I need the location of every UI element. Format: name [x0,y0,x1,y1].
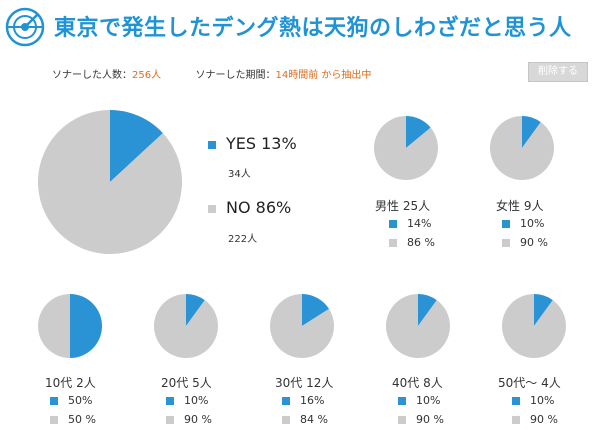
pie-slice-yes [418,294,437,326]
no-color-swatch [166,416,174,424]
age-50s-pie-chart [502,294,566,358]
group-yes-row: 16% [282,394,324,407]
pie-slice-yes [302,294,330,326]
group-no-row: 86 % [389,236,435,249]
pie-slice-no [502,294,566,358]
delete-button[interactable]: 削除する [528,62,588,82]
group-yes-value: 14% [407,217,432,230]
yes-color-swatch [389,220,397,228]
no-label: NO 86% [226,198,292,217]
pie-slice-yes [406,116,431,148]
page-title: 東京で発生したデング熱は天狗のしわざだと思う人 [54,16,572,41]
yes-color-swatch [282,397,290,405]
group-yes-value: 50% [68,394,93,407]
group-no-value: 50 % [68,413,96,426]
yes-color-swatch [166,397,174,405]
respondents-value: 256人 [132,70,162,81]
pie-slice-no [490,116,554,180]
group-label: 20代 5人 [161,376,212,390]
no-color-swatch [50,416,58,424]
no-color-swatch [208,204,216,213]
pie-slice-no [374,116,438,180]
group-yes-value: 10% [184,394,209,407]
yes-color-swatch [512,397,520,405]
group-label: 50代～ 4人 [498,376,561,390]
group-no-value: 90 % [184,413,212,426]
group-yes-row: 10% [166,394,208,407]
no-color-swatch [512,416,520,424]
yes-color-swatch [502,220,510,228]
pie-slice-yes [534,294,553,326]
group-no-row: 90 % [512,413,558,426]
group-no-row: 90 % [398,413,444,426]
group-no-row: 90 % [502,236,548,249]
pie-slice-no [154,294,218,358]
yes-color-swatch [50,397,58,405]
group-no-value: 86 % [407,236,435,249]
group-label: 40代 8人 [392,376,443,390]
period-value: 14時間前 から抽出中 [275,70,372,81]
group-no-value: 90 % [530,413,558,426]
survey-meta: ソナーした人数：256人 ソナーした期間：14時間前 から抽出中 [52,66,371,81]
yes-color-swatch [398,397,406,405]
pie-slice-yes [522,116,541,148]
header: 東京で発生したデング熱は天狗のしわざだと思う人 [0,0,600,47]
legend-yes: YES 13% [208,134,297,153]
age-40s-pie-chart [386,294,450,358]
group-no-row: 84 % [282,413,328,426]
group-yes-row: 10% [502,217,544,230]
yes-count: 34人 [228,169,251,180]
legend-no: NO 86% [208,198,291,217]
pie-slice-yes [70,294,102,358]
pie-slice-no [38,110,182,254]
sonar-logo-icon [5,7,45,47]
period-label: ソナーした期間： [195,70,276,81]
main-pie-chart [38,110,182,254]
pie-slice-yes [110,110,163,182]
yes-color-swatch [208,140,216,149]
pie-slice-yes [186,294,205,326]
group-no-value: 84 % [300,413,328,426]
pie-slice-no [270,294,334,358]
no-color-swatch [398,416,406,424]
group-label: 30代 12人 [275,376,334,390]
respondents-label: ソナーした人数： [52,70,132,81]
group-yes-row: 10% [398,394,440,407]
group-yes-row: 14% [389,217,431,230]
no-color-swatch [502,239,510,247]
group-no-row: 90 % [166,413,212,426]
group-yes-value: 10% [416,394,441,407]
age-10s-pie-chart [38,294,102,358]
no-count: 222人 [228,234,258,245]
no-color-swatch [282,416,290,424]
group-yes-value: 10% [530,394,555,407]
pie-slice-no [386,294,450,358]
group-yes-row: 10% [512,394,554,407]
female-pie-chart [490,116,554,180]
group-yes-value: 10% [520,217,545,230]
group-yes-value: 16% [300,394,325,407]
male-pie-chart [374,116,438,180]
yes-label: YES 13% [226,134,297,153]
group-no-row: 50 % [50,413,96,426]
age-20s-pie-chart [154,294,218,358]
group-label: 女性 9人 [496,199,544,213]
age-30s-pie-chart [270,294,334,358]
group-yes-row: 50% [50,394,92,407]
group-no-value: 90 % [520,236,548,249]
group-no-value: 90 % [416,413,444,426]
no-color-swatch [389,239,397,247]
group-label: 10代 2人 [45,376,96,390]
group-label: 男性 25人 [375,199,431,213]
pie-slice-no [38,294,70,358]
